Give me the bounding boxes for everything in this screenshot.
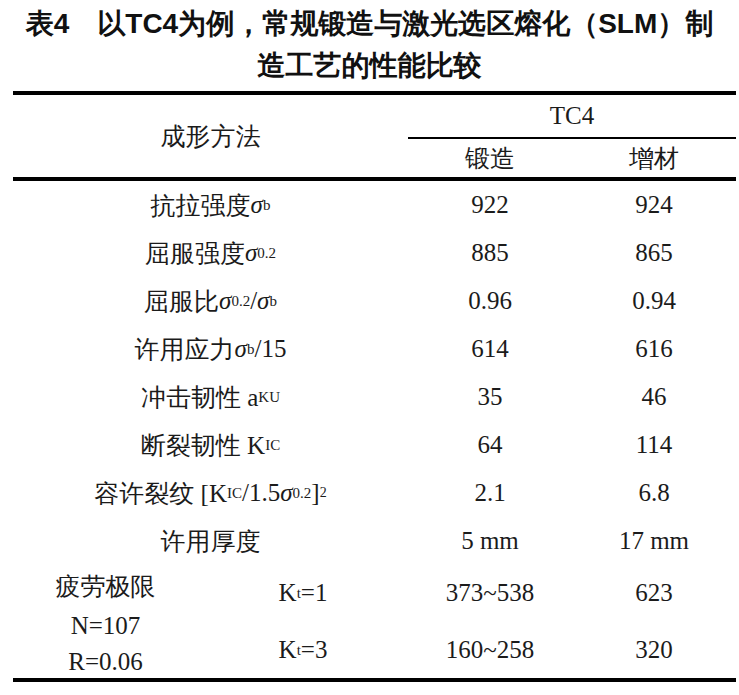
header-stub: 成形方法 <box>13 95 408 177</box>
forge-value: 0.96 <box>408 277 572 325</box>
slm-value: 17 mm <box>572 517 736 565</box>
fatigue-forge-column: 373~538 160~258 <box>408 565 572 678</box>
forge-value: 614 <box>408 325 572 373</box>
forge-value: 922 <box>408 181 572 229</box>
fatigue-label-block: 疲劳极限 N=107 R=0.06 <box>13 565 198 678</box>
forge-value: 2.1 <box>408 469 572 517</box>
forge-value: 160~258 <box>408 622 572 679</box>
paper-table-page: 表4 以TC4为例，常规锻造与激光选区熔化（SLM）制 造工艺的性能比较 成形方… <box>0 0 739 695</box>
fatigue-section: 疲劳极限 N=107 R=0.06 Kt=1 Kt=3 373~538 160~… <box>13 565 736 678</box>
table-row: 抗拉强度 σb 922 924 <box>13 181 736 229</box>
table-row: 屈服强度 σ0.2 885 865 <box>13 229 736 277</box>
header-group: TC4 锻造 增材 <box>408 95 736 177</box>
table-title: 表4 以TC4为例，常规锻造与激光选区熔化（SLM）制 造工艺的性能比较 <box>0 0 739 91</box>
fatigue-cycles: N=107 <box>13 607 198 645</box>
bottom-margin <box>0 682 739 695</box>
kt3-label: Kt=3 <box>198 622 408 679</box>
row-label: 容许裂纹 [KIC/1.5σ0.2]2 <box>13 469 408 517</box>
slm-value: 623 <box>572 565 736 622</box>
forge-value: 64 <box>408 421 572 469</box>
row-label: 许用厚度 <box>13 517 408 565</box>
forge-value: 885 <box>408 229 572 277</box>
slm-value: 6.8 <box>572 469 736 517</box>
row-label: 冲击韧性 aKU <box>13 373 408 421</box>
forge-value: 5 mm <box>408 517 572 565</box>
table-row: 许用厚度 5 mm 17 mm <box>13 517 736 565</box>
header-subrow: 锻造 增材 <box>408 139 736 177</box>
table-header: 成形方法 TC4 锻造 增材 <box>13 95 736 177</box>
fatigue-kt-column: Kt=1 Kt=3 <box>198 565 408 678</box>
header-col-forge: 锻造 <box>408 139 572 177</box>
row-label: 抗拉强度 σb <box>13 181 408 229</box>
slm-value: 865 <box>572 229 736 277</box>
slm-value: 616 <box>572 325 736 373</box>
table-row: 许用应力 σb/15 614 616 <box>13 325 736 373</box>
fatigue-stress-ratio: R=0.06 <box>13 645 198 679</box>
row-label: 屈服比 σ0.2/σb <box>13 277 408 325</box>
slm-value: 0.94 <box>572 277 736 325</box>
slm-value: 114 <box>572 421 736 469</box>
row-label: 屈服强度 σ0.2 <box>13 229 408 277</box>
slm-value: 46 <box>572 373 736 421</box>
forge-value: 373~538 <box>408 565 572 622</box>
header-col-slm: 增材 <box>572 139 736 177</box>
table-body: 抗拉强度 σb 922 924 屈服强度 σ0.2 885 865 屈服比 σ0… <box>13 181 736 565</box>
table-row: 容许裂纹 [KIC/1.5σ0.2]2 2.1 6.8 <box>13 469 736 517</box>
table-row: 屈服比 σ0.2/σb 0.96 0.94 <box>13 277 736 325</box>
table-title-line2: 造工艺的性能比较 <box>0 45 739 87</box>
row-label: 断裂韧性 KIC <box>13 421 408 469</box>
row-label: 许用应力 σb/15 <box>13 325 408 373</box>
table-row: 冲击韧性 aKU 35 46 <box>13 373 736 421</box>
fatigue-slm-column: 623 320 <box>572 565 736 678</box>
fatigue-label: 疲劳极限 <box>13 567 198 607</box>
forge-value: 35 <box>408 373 572 421</box>
kt1-label: Kt=1 <box>198 565 408 622</box>
table-title-line1: 表4 以TC4为例，常规锻造与激光选区熔化（SLM）制 <box>0 3 739 45</box>
table-row: 断裂韧性 KIC 64 114 <box>13 421 736 469</box>
slm-value: 320 <box>572 622 736 679</box>
header-group-tc4: TC4 <box>408 95 736 137</box>
slm-value: 924 <box>572 181 736 229</box>
